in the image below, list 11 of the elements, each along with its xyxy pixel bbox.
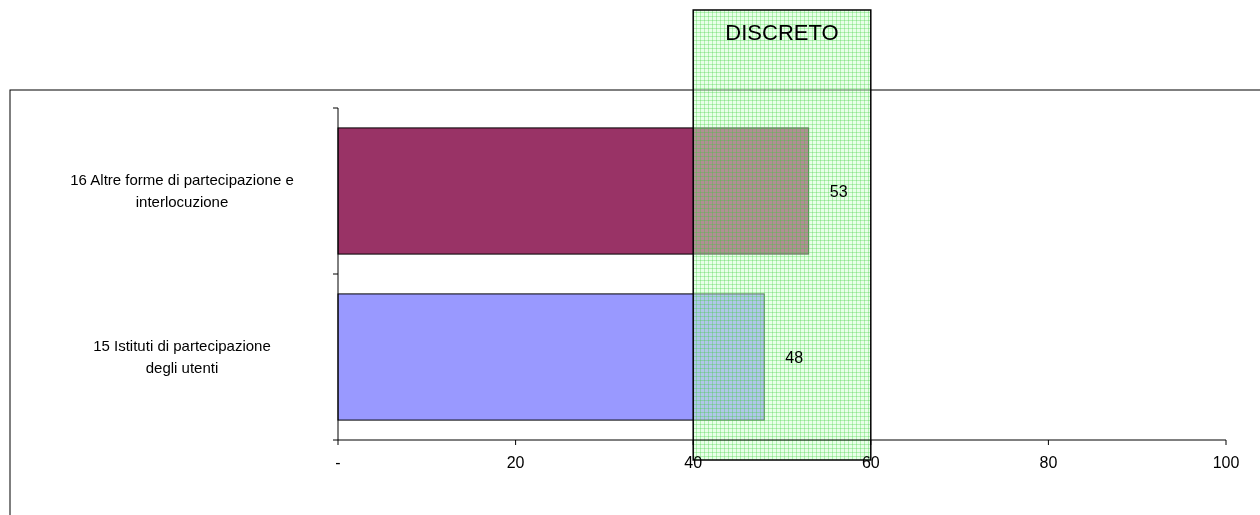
y-tick-label: 15 Istituti di partecipazione degli utenti	[93, 337, 271, 377]
x-tick-label: 100	[1212, 454, 1240, 471]
data-label: 53	[829, 182, 848, 200]
x-tick-label: 40	[684, 454, 703, 471]
x-tick-label: 20	[506, 454, 525, 471]
x-tick-label: 60	[861, 454, 880, 471]
band-label: DISCRETO	[725, 20, 839, 45]
y-tick-label: 16 Altre forme di partecipazione e interlocuzione	[70, 171, 294, 211]
data-label: 48	[785, 348, 804, 366]
x-tick-label: -	[335, 454, 341, 471]
x-tick-label: 80	[1039, 454, 1058, 471]
